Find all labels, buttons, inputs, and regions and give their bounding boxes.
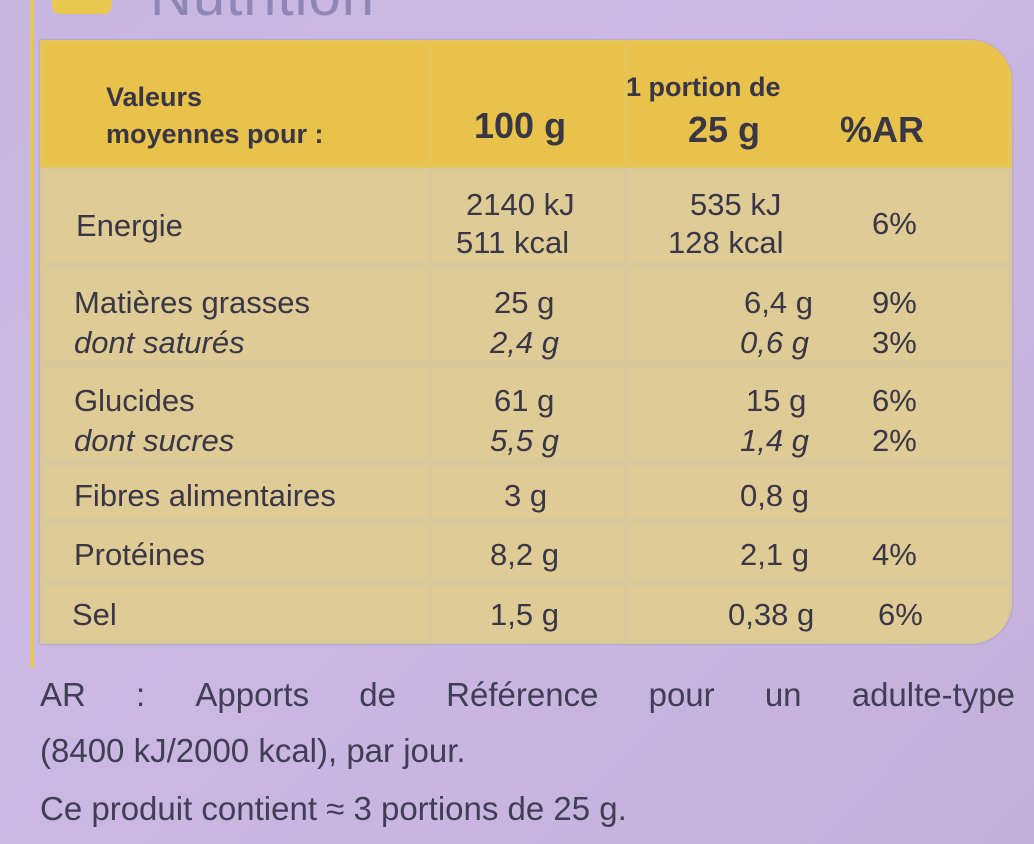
header-portion-cell: 1 portion de 25 g %AR (626, 44, 1008, 164)
cell-ar: 6% (872, 383, 917, 418)
cell-value: 0,6 g (740, 325, 809, 360)
cell-value: 6,4 g (744, 285, 813, 320)
cell-value: 0,38 g (728, 597, 815, 632)
table-header-row: Valeurs moyennes pour : 100 g 1 portion … (40, 40, 1012, 168)
footnote-word: de (359, 676, 396, 713)
heading-logo-mark (52, 0, 112, 14)
cell-value: 25 g (494, 285, 555, 320)
header-ar: %AR (840, 109, 925, 150)
header-portion-line1: 1 portion de (626, 72, 781, 102)
cell-value: 61 g (494, 383, 555, 418)
header-portion-line2: 25 g (688, 109, 761, 150)
footnote-word: : (136, 676, 146, 713)
footnote-word: adulte-type (851, 676, 1015, 713)
header-per100-cell: 100 g (432, 44, 624, 164)
cell-value: 128 kcal (668, 225, 784, 260)
table-row: Sel 1,5 g 0,38 g 6% (40, 582, 1012, 644)
table-row: Fibres alimentaires 3 g 0,8 g (40, 462, 1012, 522)
section-heading: Nutrition (150, 0, 375, 29)
table-row: Glucides dont sucres 61 g 5,5 g 15 g 1,4… (40, 364, 1012, 462)
cell-value: 5,5 g (490, 423, 559, 458)
cell-ar: 6% (872, 206, 917, 241)
footnote-line2: (8400 kJ/2000 kcal), par jour. (40, 732, 466, 769)
row-name: Matières grasses (74, 285, 311, 320)
cell-value: 8,2 g (490, 537, 559, 572)
cell-ar: 9% (872, 285, 917, 320)
nutrition-table: Valeurs moyennes pour : 100 g 1 portion … (40, 40, 1012, 644)
cell-ar: 6% (878, 597, 923, 632)
header-label-line1: Valeurs (106, 82, 203, 112)
cell-value: 535 kJ (690, 187, 782, 222)
footnote-word: Apports (195, 676, 310, 713)
cell-value: 511 kcal (456, 225, 570, 260)
cell-value: 1,4 g (740, 423, 809, 458)
cell-ar: 4% (872, 537, 917, 572)
header-label-cell: Valeurs moyennes pour : (44, 44, 428, 164)
left-rule (30, 0, 34, 668)
footnote-word: un (764, 676, 802, 713)
cell-value: 2140 kJ (466, 187, 575, 222)
table-row: Energie 2140 kJ 511 kcal 535 kJ 128 kcal… (40, 168, 1012, 266)
cell-value: 15 g (746, 383, 807, 418)
table-row: Protéines 8,2 g 2,1 g 4% (40, 522, 1012, 582)
footnote-line1: AR : Apports de Référence pour un adulte… (40, 678, 1015, 711)
footnote-word: AR (40, 676, 86, 713)
table-row: Matières grasses dont saturés 25 g 2,4 g… (40, 266, 1012, 364)
cell-value: 1,5 g (490, 597, 559, 632)
cell-ar: 3% (872, 325, 917, 360)
row-name: Protéines (74, 537, 205, 572)
row-name: Fibres alimentaires (74, 478, 336, 513)
row-name: Sel (72, 597, 117, 632)
row-name: Glucides (74, 383, 195, 418)
row-subname: dont saturés (74, 325, 245, 360)
header-per100: 100 g (474, 105, 567, 146)
footnote-word: Référence (446, 676, 599, 713)
cell-ar: 2% (872, 423, 917, 458)
cell-value: 2,4 g (490, 325, 559, 360)
cell-value: 3 g (504, 478, 548, 513)
row-subname: dont sucres (74, 423, 235, 458)
row-name: Energie (76, 208, 183, 243)
footnote-word: pour (648, 676, 715, 713)
cell-value: 2,1 g (740, 537, 809, 572)
cell-value: 0,8 g (740, 478, 809, 513)
header-label-line2: moyennes pour : (106, 119, 324, 149)
portions-note: Ce produit contient ≈ 3 portions de 25 g… (40, 790, 627, 827)
